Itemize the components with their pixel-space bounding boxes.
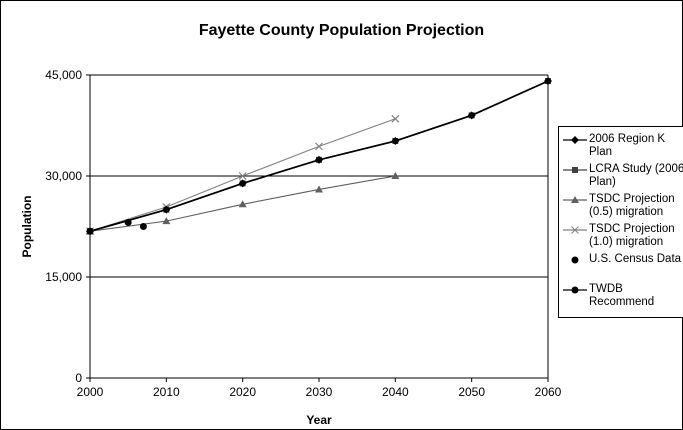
series-4-point xyxy=(139,223,147,230)
y-tick-label: 45,000 xyxy=(45,68,82,82)
legend-swatch xyxy=(563,167,587,173)
legend-swatch xyxy=(563,286,587,294)
series-3-point xyxy=(391,114,400,123)
x-tick-label: 2020 xyxy=(229,385,256,399)
series-2-point xyxy=(315,185,323,193)
x-tick-label: 2030 xyxy=(306,385,333,399)
legend-label: LCRA Study (2006 Plan) xyxy=(589,163,683,188)
legend: 2006 Region K Plan LCRA Study (2006 Plan)… xyxy=(558,126,683,318)
x-tick-label: 2000 xyxy=(77,385,104,399)
x-tick-label: 2060 xyxy=(535,385,562,399)
series-4-point xyxy=(124,218,132,226)
series-2-point xyxy=(162,217,171,225)
x-tick-label: 2010 xyxy=(153,385,180,399)
series-2-point xyxy=(391,172,400,179)
chart-title: Fayette County Population Projection xyxy=(198,22,485,39)
series-5-point xyxy=(545,78,551,85)
x-tick-label: 2040 xyxy=(382,385,409,399)
series-2-point xyxy=(238,200,247,208)
y-axis-label: Population xyxy=(20,196,34,258)
legend-swatch xyxy=(563,196,587,203)
series-3-point xyxy=(238,172,247,180)
x-axis-label: Year xyxy=(306,413,332,427)
legend-label: 2006 Region K Plan xyxy=(589,133,666,158)
series-3-point xyxy=(315,142,323,151)
y-tick-label: 0 xyxy=(75,371,82,385)
series-5-point xyxy=(239,180,246,187)
series-5-point xyxy=(468,112,475,119)
series-4-point xyxy=(86,227,94,235)
series-3-line xyxy=(89,118,396,232)
y-tick-label: 15,000 xyxy=(45,270,82,284)
legend-swatch xyxy=(563,226,587,234)
legend-label: U.S. Census Data xyxy=(589,253,682,265)
series-5-point xyxy=(392,137,399,144)
x-tick-label: 2050 xyxy=(458,385,485,399)
series-5-point xyxy=(163,206,170,213)
legend-label: TSDC Projection (0.5) migration xyxy=(589,193,675,218)
legend-swatch xyxy=(563,136,587,144)
legend-label: TSDC Projection (1.0) migration xyxy=(589,223,675,248)
legend-label: TWDB Recommend xyxy=(589,283,655,308)
y-tick-label: 30,000 xyxy=(45,169,82,183)
series-5-point xyxy=(316,156,322,163)
legend-swatch xyxy=(571,256,579,264)
